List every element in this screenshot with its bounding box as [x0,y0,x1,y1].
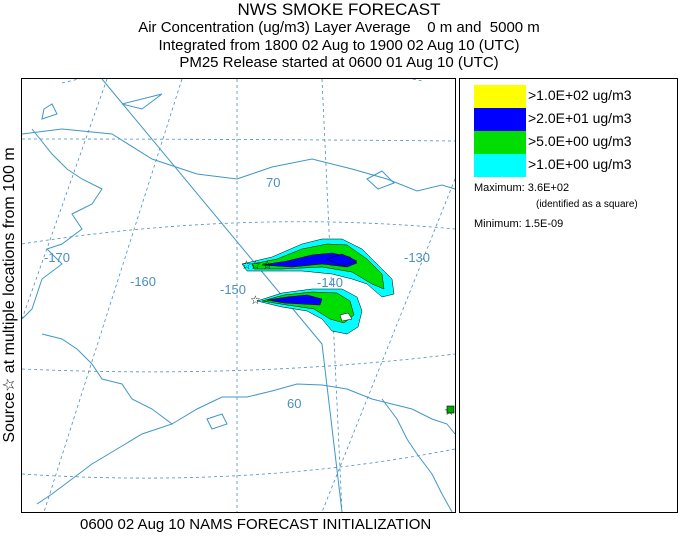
forecast-initialization: 0600 02 Aug 10 NAMS FORECAST INITIALIZAT… [80,516,432,533]
latitude-line-60 [22,353,455,373]
legend-label: >2.0E+01 ug/m3 [528,110,632,126]
west-coast [22,128,103,320]
lon-label-170: -170 [44,250,70,265]
border-line [101,79,343,512]
plume-south-core [266,294,323,306]
smoke-map: ☆ ☆ ☆ ☆ ☆ -170 -160 -150 -140 -130 70 60 [21,78,456,513]
minimum-label: Minimum: [474,218,522,230]
island-2 [121,93,163,110]
release-start: PM25 Release started at 0600 01 Aug 10 (… [179,54,499,71]
southeast-coast [381,398,453,512]
latitude-line-65 [22,221,455,245]
plume-south-hole [339,312,353,322]
legend-panel: >1.0E+02 ug/m3 >2.0E+01 ug/m3 >5.0E+00 u… [459,78,678,513]
source-label: Source☆ at multiple locations from 100 m [0,78,18,511]
island-4 [366,170,395,190]
legend-swatch [474,131,526,154]
map-canvas: ☆ ☆ ☆ ☆ ☆ -170 -160 -150 -140 -130 70 60 [22,79,455,512]
legend-item: >1.0E+00 ug/m3 [474,154,674,177]
bering-coast [36,333,174,505]
source-marker: ☆ [250,293,261,307]
concentration-subtitle: Air Concentration (ug/m3) Layer Average … [138,19,540,36]
latitude-line-70 [22,138,455,142]
legend-label: >1.0E+02 ug/m3 [528,87,632,103]
maximum-label: Maximum: [474,182,525,194]
maximum-note: (identified as a square) [536,199,638,210]
legend-item: >1.0E+02 ug/m3 [474,85,674,108]
source-marker: ☆ [262,258,273,272]
graticule-labels: -170 -160 -150 -140 -130 70 60 [44,175,430,411]
lat-label-70: 70 [266,175,280,190]
integration-period: Integrated from 1800 02 Aug to 1900 02 A… [158,37,520,54]
source-marker: ☆ [241,258,252,272]
maximum-value: 3.6E+02 [527,182,570,194]
island-1 [41,103,58,120]
lat-label-60: 60 [287,396,301,411]
maximum-square [446,405,455,414]
source-label-text: Source☆ at multiple locations from 100 m [1,146,18,443]
legend-swatch [474,154,526,177]
coastline [22,93,455,512]
plume-north-mid [251,243,385,290]
legend-item: >5.0E+00 ug/m3 [474,131,674,154]
legend-swatch [474,108,526,131]
forecast-title: NWS SMOKE FORECAST [237,0,441,19]
minimum-value: 1.5E-09 [524,218,564,230]
legend-item: >2.0E+01 ug/m3 [474,108,674,131]
maximum-stat: Maximum: 3.6E+02 [474,182,569,194]
plume-north-peak [326,253,358,267]
legend-label: >1.0E+00 ug/m3 [528,156,632,172]
source-marker: ☆ [250,258,261,272]
smoke-plumes [241,238,395,335]
meridian-130 [321,178,455,512]
lon-label-140: -140 [317,275,343,290]
gulf-coast [171,383,455,435]
minimum-stat: Minimum: 1.5E-09 [474,218,563,230]
arctic-coast [22,128,455,192]
lon-label-130: -130 [404,250,430,265]
island-3 [206,413,228,430]
meridian-160 [43,79,183,512]
lon-label-160: -160 [130,274,156,289]
latitude-line-80 [61,79,423,84]
source-markers: ☆ ☆ ☆ ☆ ☆ [241,258,455,418]
legend-label: >5.0E+00 ug/m3 [528,133,632,149]
lon-label-150: -150 [220,282,246,297]
legend-swatch [474,85,526,108]
meridian-170 [22,79,108,320]
latitude-line-55 [22,448,455,479]
